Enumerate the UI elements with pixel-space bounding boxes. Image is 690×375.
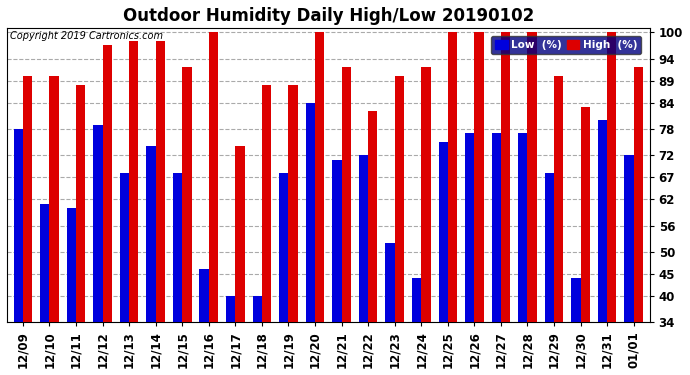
Bar: [492, 133, 501, 375]
Bar: [146, 147, 156, 375]
Bar: [67, 208, 76, 375]
Bar: [412, 278, 422, 375]
Bar: [120, 173, 129, 375]
Bar: [395, 76, 404, 375]
Bar: [422, 68, 431, 375]
Bar: [76, 85, 86, 375]
Bar: [333, 160, 342, 375]
Bar: [518, 133, 527, 375]
Legend: Low  (%), High  (%): Low (%), High (%): [491, 36, 641, 54]
Bar: [501, 32, 510, 375]
Bar: [580, 107, 590, 375]
Bar: [103, 45, 112, 375]
Bar: [359, 155, 368, 375]
Bar: [527, 32, 537, 375]
Bar: [571, 278, 580, 375]
Title: Outdoor Humidity Daily High/Low 20190102: Outdoor Humidity Daily High/Low 20190102: [123, 7, 534, 25]
Bar: [50, 76, 59, 375]
Text: Copyright 2019 Cartronics.com: Copyright 2019 Cartronics.com: [10, 32, 164, 41]
Bar: [156, 41, 165, 375]
Bar: [209, 32, 218, 375]
Bar: [253, 296, 262, 375]
Bar: [129, 41, 139, 375]
Bar: [199, 270, 209, 375]
Bar: [262, 85, 271, 375]
Bar: [40, 204, 50, 375]
Bar: [465, 133, 474, 375]
Bar: [93, 124, 103, 375]
Bar: [173, 173, 182, 375]
Bar: [226, 296, 235, 375]
Bar: [315, 32, 324, 375]
Bar: [544, 173, 554, 375]
Bar: [624, 155, 633, 375]
Bar: [598, 120, 607, 375]
Bar: [439, 142, 448, 375]
Bar: [633, 68, 643, 375]
Bar: [448, 32, 457, 375]
Bar: [182, 68, 192, 375]
Bar: [306, 102, 315, 375]
Bar: [14, 129, 23, 375]
Bar: [342, 68, 351, 375]
Bar: [368, 111, 377, 375]
Bar: [23, 76, 32, 375]
Bar: [235, 147, 245, 375]
Bar: [288, 85, 298, 375]
Bar: [474, 32, 484, 375]
Bar: [279, 173, 288, 375]
Bar: [607, 32, 616, 375]
Bar: [386, 243, 395, 375]
Bar: [554, 76, 563, 375]
